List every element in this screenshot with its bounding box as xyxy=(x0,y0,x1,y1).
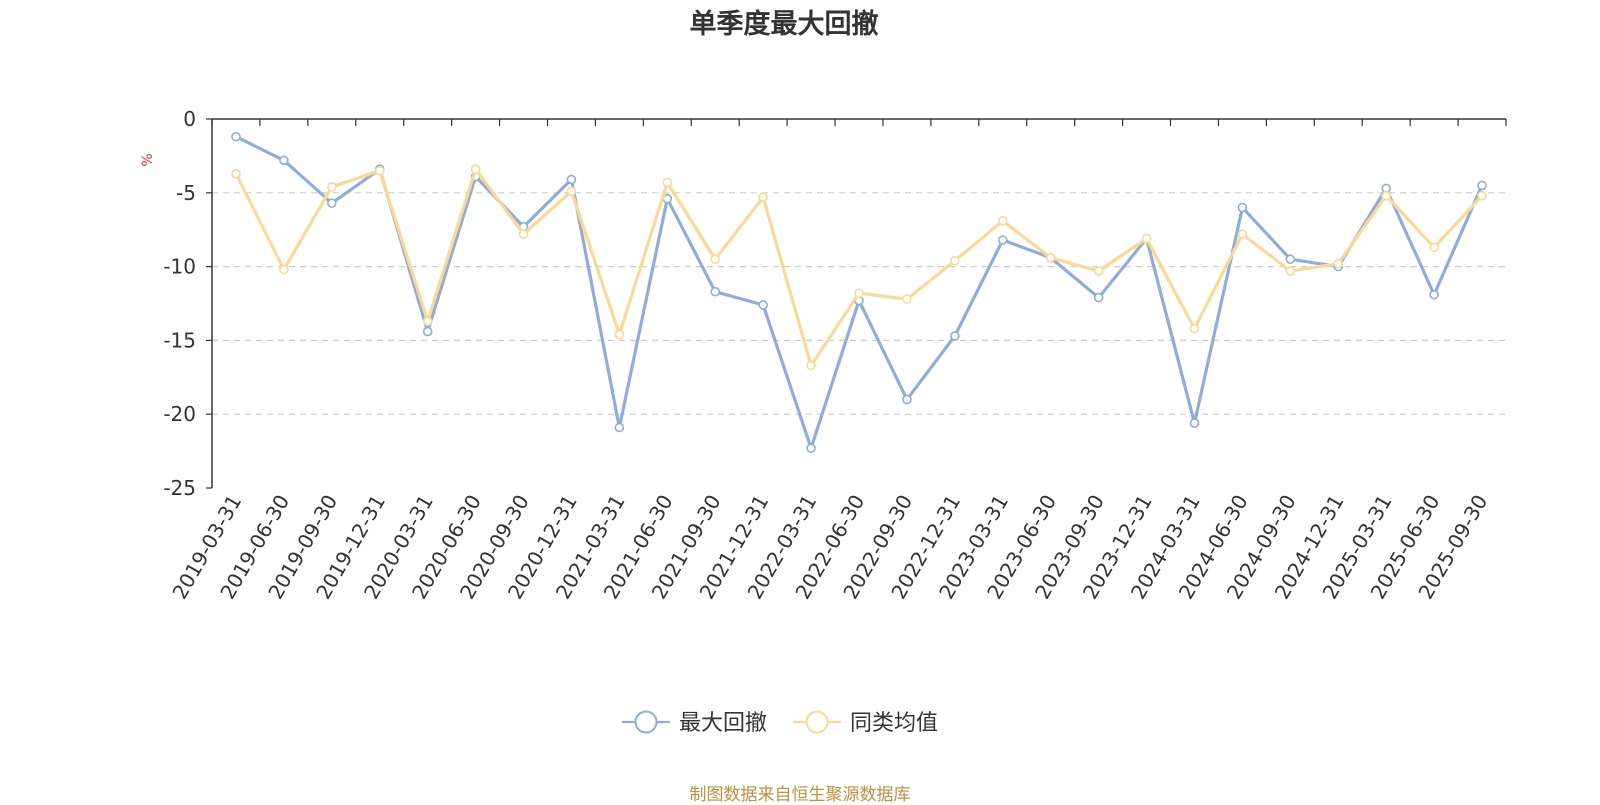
axes xyxy=(211,118,1506,488)
data-point[interactable] xyxy=(662,177,673,188)
series-layer xyxy=(231,131,1487,453)
legend[interactable]: 最大回撤 同类均值 xyxy=(622,710,938,736)
y-tick-label: 0 xyxy=(183,107,196,131)
data-point[interactable] xyxy=(566,186,577,197)
y-tick-label: -10 xyxy=(163,255,196,279)
data-point[interactable] xyxy=(1237,202,1248,213)
data-point[interactable] xyxy=(422,316,433,327)
data-point[interactable] xyxy=(1045,252,1056,263)
legend-label: 最大回撤 xyxy=(679,711,767,736)
source-footnote: 制图数据来自恒生聚源数据库 xyxy=(689,785,911,805)
y-tick-label: -25 xyxy=(163,476,196,500)
data-point[interactable] xyxy=(470,164,481,174)
data-point[interactable] xyxy=(518,229,529,239)
data-point[interactable] xyxy=(231,168,241,179)
series-2 xyxy=(231,164,1487,371)
data-point[interactable] xyxy=(758,300,768,310)
data-point[interactable] xyxy=(1381,190,1391,201)
legend-circle-icon xyxy=(634,710,658,734)
data-point[interactable] xyxy=(1141,233,1152,244)
data-point[interactable] xyxy=(997,216,1008,226)
data-point[interactable] xyxy=(422,326,433,337)
data-point[interactable] xyxy=(902,294,912,304)
y-axis-ticks: 0 -5 -10 -15 -20 -25 xyxy=(163,107,212,500)
data-point[interactable] xyxy=(806,443,816,453)
y-tick-label: -20 xyxy=(163,402,196,426)
y-tick-label: -15 xyxy=(163,328,196,352)
data-point[interactable] xyxy=(758,192,768,203)
data-point[interactable] xyxy=(1429,242,1439,253)
legend-label: 同类均值 xyxy=(850,711,938,736)
data-point[interactable] xyxy=(279,264,289,275)
data-point[interactable] xyxy=(710,254,721,265)
data-point[interactable] xyxy=(279,155,289,166)
data-point[interactable] xyxy=(854,288,864,298)
data-point[interactable] xyxy=(614,329,625,340)
data-point[interactable] xyxy=(950,331,960,341)
data-point[interactable] xyxy=(1237,229,1248,239)
data-point[interactable] xyxy=(1189,418,1200,428)
data-point[interactable] xyxy=(1093,266,1104,276)
y-tick-label: -5 xyxy=(176,181,196,205)
data-point[interactable] xyxy=(997,235,1008,245)
legend-circle-icon xyxy=(805,710,829,734)
data-point[interactable] xyxy=(1189,323,1200,334)
data-point[interactable] xyxy=(710,286,721,297)
data-point[interactable] xyxy=(1333,258,1344,269)
data-point[interactable] xyxy=(1285,254,1296,265)
data-point[interactable] xyxy=(1429,289,1439,300)
data-point[interactable] xyxy=(902,394,912,405)
legend-item-2[interactable]: 同类均值 xyxy=(793,710,938,736)
chart-title: 单季度最大回撤 xyxy=(690,8,879,40)
data-point[interactable] xyxy=(806,360,816,371)
data-point[interactable] xyxy=(374,165,385,176)
series-line xyxy=(234,167,1484,368)
data-point[interactable] xyxy=(1093,292,1104,303)
data-point[interactable] xyxy=(231,131,241,142)
data-point[interactable] xyxy=(1477,180,1487,191)
data-point[interactable] xyxy=(327,198,337,208)
data-point[interactable] xyxy=(1477,190,1487,201)
legend-item-1[interactable]: 最大回撤 xyxy=(622,710,767,736)
data-point[interactable] xyxy=(1285,266,1296,276)
data-point[interactable] xyxy=(614,422,625,433)
data-point[interactable] xyxy=(950,255,960,266)
data-point[interactable] xyxy=(566,174,577,185)
data-point[interactable] xyxy=(327,182,337,192)
x-axis-ticks: 2019-03-312019-06-302019-09-302019-12-31… xyxy=(167,119,1507,603)
y-axis-unit-label: % xyxy=(140,153,156,166)
